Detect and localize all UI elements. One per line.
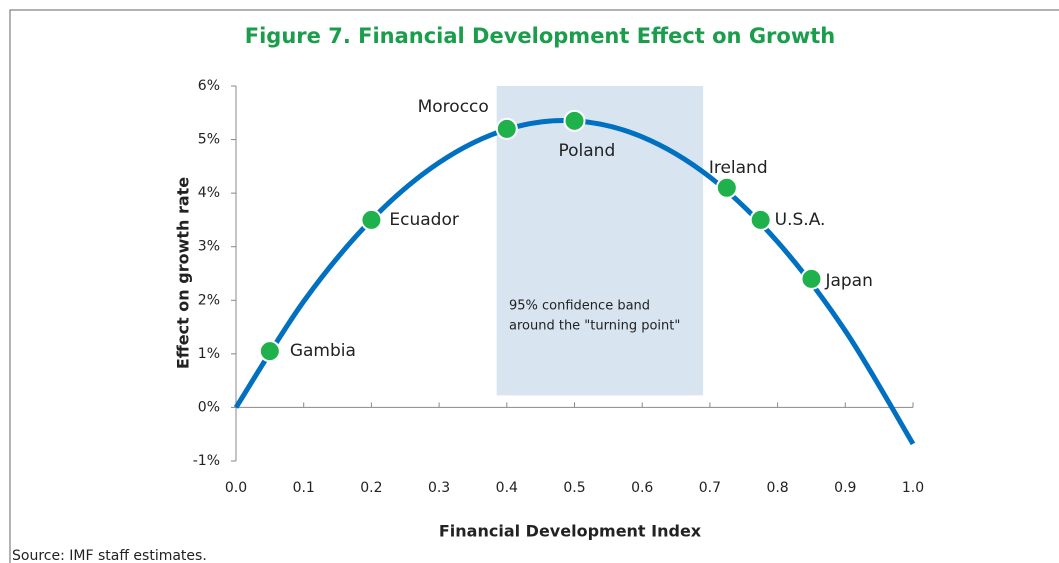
confidence-band bbox=[496, 86, 704, 396]
point-label: Japan bbox=[824, 271, 872, 291]
point-label: Ecuador bbox=[389, 210, 458, 230]
data-point bbox=[715, 176, 738, 199]
x-tick-label: 0.5 bbox=[563, 480, 585, 496]
x-tick-label: 0.1 bbox=[293, 480, 315, 496]
y-tick-label: 6% bbox=[198, 78, 220, 94]
data-point bbox=[749, 208, 772, 231]
data-point bbox=[563, 109, 586, 132]
y-tick-label: 5% bbox=[198, 132, 220, 148]
y-tick-label: 1% bbox=[198, 346, 220, 362]
x-tick-label: 0.8 bbox=[766, 480, 788, 496]
x-tick-label: 0.2 bbox=[360, 480, 382, 496]
data-point bbox=[360, 208, 383, 231]
y-tick-label: 4% bbox=[198, 185, 220, 201]
y-tick-label: -1% bbox=[193, 453, 220, 469]
data-point bbox=[800, 267, 823, 290]
x-tick-label: 0.4 bbox=[496, 480, 518, 496]
point-label: Morocco bbox=[418, 97, 489, 117]
band-annotation: 95% confidence band bbox=[509, 299, 650, 314]
x-tick-label: 0.9 bbox=[834, 480, 856, 496]
y-tick-label: 0% bbox=[198, 399, 220, 415]
x-tick-label: 0.7 bbox=[699, 480, 721, 496]
frame bbox=[9, 9, 1059, 563]
point-label: U.S.A. bbox=[775, 210, 826, 230]
band-annotation: around the "turning point" bbox=[509, 319, 680, 334]
x-tick-label: 0.6 bbox=[631, 480, 653, 496]
y-tick-label: 2% bbox=[198, 292, 220, 308]
x-tick-label: 0.3 bbox=[428, 480, 450, 496]
y-axis-label: Effect on growth rate bbox=[174, 177, 193, 369]
x-axis-label: Financial Development Index bbox=[439, 522, 702, 541]
x-tick-label: 1.0 bbox=[902, 480, 924, 496]
data-point bbox=[495, 117, 518, 140]
point-label: Gambia bbox=[290, 341, 356, 361]
x-tick-label: 0.0 bbox=[225, 480, 247, 496]
y-tick-label: 3% bbox=[198, 239, 220, 255]
source-note: Source: IMF staff estimates. bbox=[12, 548, 207, 563]
chart-title: Figure 7. Financial Development Effect o… bbox=[245, 24, 835, 48]
data-point bbox=[258, 340, 281, 363]
point-label: Ireland bbox=[709, 158, 768, 178]
point-label: Poland bbox=[559, 141, 616, 161]
